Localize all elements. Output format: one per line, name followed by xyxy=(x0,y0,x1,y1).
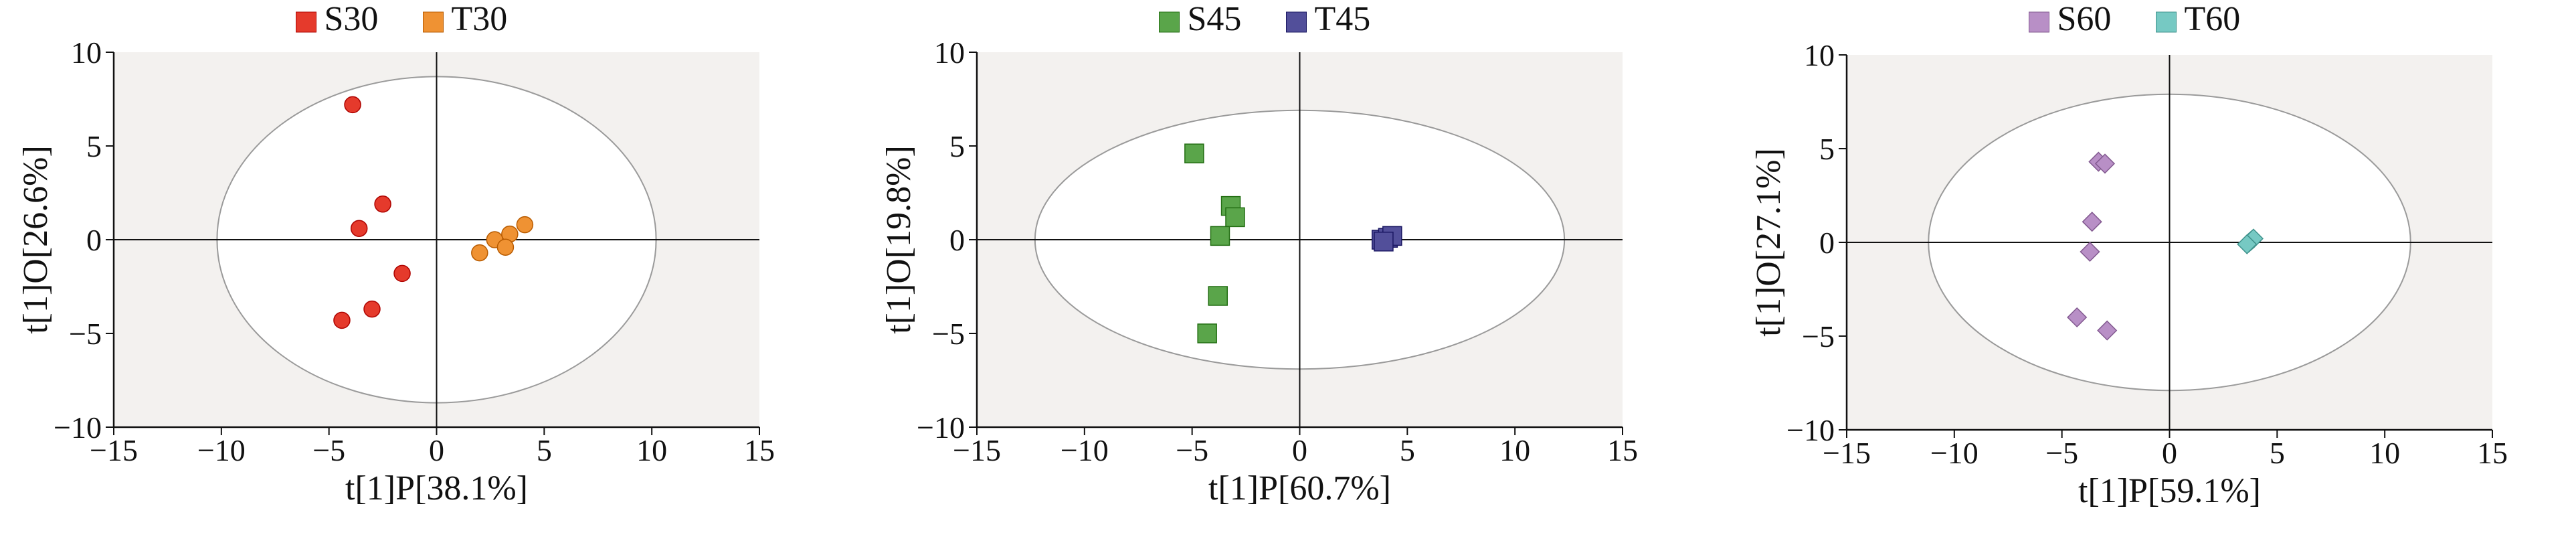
chart-3-y-tick-label: 0 xyxy=(1819,226,1835,260)
chart-1-series-T30-point xyxy=(496,238,515,256)
chart-1-series-S30-point xyxy=(393,264,411,283)
chart-3-y-tick-label: −10 xyxy=(1786,413,1835,447)
chart-2-x-tick-label: −5 xyxy=(1176,433,1208,467)
chart-1-legend-label-S30: S30 xyxy=(325,0,379,38)
chart-3-x-tick-label: −5 xyxy=(2045,436,2078,470)
chart-3-x-axis-label: t[1]P[59.1%] xyxy=(2078,472,2261,510)
chart-1-y-tick-label: −5 xyxy=(69,317,102,351)
chart-1-y-axis-label: t[1]O[26.6%] xyxy=(17,145,55,334)
chart-1-x-tick-label: −15 xyxy=(90,433,138,467)
chart-2-series-T45-point xyxy=(1374,232,1394,252)
chart-2-x-tick-label: −15 xyxy=(953,433,1001,467)
chart-1-series-S30-point xyxy=(374,196,391,213)
chart-2-legend-label-T45: T45 xyxy=(1315,0,1371,38)
chart-1-x-tick-label: 0 xyxy=(429,433,444,467)
chart-2-y-tick-label: 0 xyxy=(949,223,965,257)
chart-3-legend-label-T60: T60 xyxy=(2185,0,2241,38)
chart-2-x-axis-label: t[1]P[60.7%] xyxy=(1208,469,1391,507)
chart-1-y-tick-label: 0 xyxy=(86,223,102,257)
chart-1-series-T30-point xyxy=(516,216,534,234)
chart-3-series-S60-point xyxy=(2097,320,2118,341)
chart-1-series-T30-point xyxy=(471,244,488,262)
chart-1-x-axis-label: t[1]P[38.1%] xyxy=(345,469,528,507)
chart-1-x-tick-label: 5 xyxy=(537,433,552,467)
chart-3-series-S60-point xyxy=(2080,241,2100,262)
chart-2-x-tick-label: −10 xyxy=(1061,433,1109,467)
chart-2-y-tick-label: −5 xyxy=(932,317,965,351)
chart-1-legend-swatch-S30 xyxy=(296,11,316,33)
chart-3-series-S60-point xyxy=(2094,153,2116,174)
chart-2-y-axis-label: t[1]O[19.8%] xyxy=(880,145,918,334)
chart-3-y-tick-label: −5 xyxy=(1802,319,1835,354)
chart-3-x-tick-label: 5 xyxy=(2270,436,2285,470)
chart-2-legend-swatch-T45 xyxy=(1286,11,1307,33)
chart-2-x-tick-label: 10 xyxy=(1499,433,1530,467)
chart-3-x-tick-label: 0 xyxy=(2162,436,2177,470)
chart-3-y-tick-label: 5 xyxy=(1819,132,1835,166)
chart-2-y-tick-label: −10 xyxy=(917,410,965,445)
chart-1-series-S30-point xyxy=(344,96,361,114)
chart-3-y-axis-label: t[1]O[27.1%] xyxy=(1750,148,1788,337)
chart-3-y-tick-label: 10 xyxy=(1804,38,1835,72)
chart-1-y-tick-label: 5 xyxy=(86,129,102,163)
chart-2-y-tick-label: 5 xyxy=(949,129,965,163)
chart-1-x-tick-label: 10 xyxy=(636,433,667,467)
chart-3-x-tick-label: 10 xyxy=(2369,436,2400,470)
chart-1-x-tick-label: 15 xyxy=(744,433,775,467)
chart-2-series-S45-point xyxy=(1225,207,1245,228)
chart-3-x-tick-label: −15 xyxy=(1823,436,1871,470)
chart-1-x-tick-label: −5 xyxy=(312,433,345,467)
chart-2-series-S45-point xyxy=(1210,226,1230,246)
chart-2-series-S45-point xyxy=(1184,143,1204,163)
chart-2-series-S45-point xyxy=(1208,286,1228,306)
chart-3-legend-label-S60: S60 xyxy=(2057,0,2112,38)
chart-3-legend-swatch-T60 xyxy=(2156,11,2177,33)
chart-2-x-tick-label: 15 xyxy=(1607,433,1638,467)
chart-1-x-tick-label: −10 xyxy=(197,433,246,467)
chart-3-x-tick-label: −10 xyxy=(1930,436,1979,470)
chart-2-series-S45-point xyxy=(1197,323,1217,343)
chart-2-x-tick-label: 5 xyxy=(1400,433,1415,467)
chart-1-legend-label-T30: T30 xyxy=(452,0,508,38)
chart-3-legend-swatch-S60 xyxy=(2029,11,2049,33)
chart-2-legend-label-S45: S45 xyxy=(1188,0,1242,38)
chart-1-series-S30-point xyxy=(350,220,368,237)
chart-1-y-tick-label: 10 xyxy=(71,35,102,70)
chart-2-y-tick-label: 10 xyxy=(934,35,965,70)
chart-1-series-S30-point xyxy=(333,311,351,329)
chart-1-series-S30-point xyxy=(363,300,381,318)
chart-3-series-T60-point xyxy=(2237,234,2258,254)
chart-1-legend-swatch-T30 xyxy=(423,11,444,33)
chart-1: −15 −10 −5 0 5 10 151050−5−10t[1]P[38.1%]t[1]O… xyxy=(17,0,775,507)
chart-3-series-S60-point xyxy=(2067,307,2088,328)
chart-1-y-tick-label: −10 xyxy=(54,410,102,445)
chart-3-x-tick-label: 15 xyxy=(2477,436,2508,470)
chart-2-legend-swatch-S45 xyxy=(1159,11,1180,33)
chart-2-x-tick-label: 0 xyxy=(1292,433,1307,467)
chart-3: −15 −10 −5 0 5 10 151050−5−10t[1]P[59.1%]t[1]O… xyxy=(1750,0,2508,510)
chart-3-series-S60-point xyxy=(2082,212,2102,232)
chart-2: −15 −10 −5 0 5 10 151050−5−10t[1]P[60.7%]t[1]O… xyxy=(880,0,1638,507)
